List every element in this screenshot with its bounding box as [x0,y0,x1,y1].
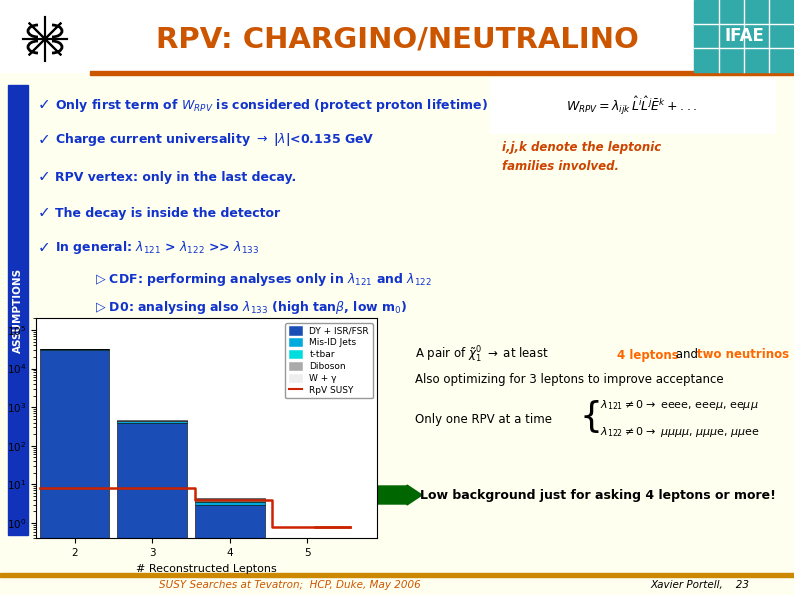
Bar [195,500,264,502]
Bar [118,421,187,422]
Bar [90,71,794,75]
Y-axis label: Events: Events [0,409,1,447]
Bar [0,0,794,72]
Text: i,j,k denote the leptonic
families involved.: i,j,k denote the leptonic families invol… [502,141,661,173]
Bar [118,422,187,595]
Text: ✓: ✓ [38,205,51,221]
Text: $\lambda_{122}\neq0 \to$ $\mu\mu\mu\mu$, $\mu\mu\mu$e, $\mu\mu$ee: $\lambda_{122}\neq0 \to$ $\mu\mu\mu\mu$,… [600,425,760,439]
Bar [195,498,264,499]
Text: In general: $\lambda_{121}$ > $\lambda_{122}$ >> $\lambda_{133}$: In general: $\lambda_{121}$ > $\lambda_{… [55,240,259,256]
FancyArrow shape [352,485,422,505]
Bar [195,505,264,595]
Bar [195,499,264,500]
Text: {: { [580,400,603,434]
Text: ✓: ✓ [38,240,51,255]
Bar [694,0,794,72]
Text: ✓: ✓ [38,98,51,112]
Bar [8,85,28,535]
Bar [490,78,775,133]
Text: ✓: ✓ [38,133,51,148]
Bar [40,349,110,350]
Text: ASSUMPTIONS: ASSUMPTIONS [13,267,23,353]
Text: $\lambda_{121}\neq0 \to$ eeee, eee$\mu$, ee$\mu\mu$: $\lambda_{121}\neq0 \to$ eeee, eee$\mu$,… [600,398,758,412]
Text: Low background just for asking 4 leptons or more!: Low background just for asking 4 leptons… [420,488,776,502]
Text: $W_{RPV} = \lambda_{ijk}\, \hat{L}^i \hat{L}^j \bar{E}^k + ...$: $W_{RPV} = \lambda_{ijk}\, \hat{L}^i \ha… [566,95,698,117]
Text: Only one RPV at a time: Only one RPV at a time [415,414,552,427]
Text: two neutrinos: two neutrinos [697,349,789,362]
Text: IFAE: IFAE [724,27,764,45]
Text: $\rhd$ CDF: performing analyses only in $\lambda_{121}$ and $\lambda_{122}$: $\rhd$ CDF: performing analyses only in … [95,271,432,289]
Bar [195,502,264,505]
Text: and: and [672,349,702,362]
Text: RPV: CHARGINO/NEUTRALINO: RPV: CHARGINO/NEUTRALINO [156,25,638,53]
Bar [40,350,110,595]
Text: SUSY Searches at Tevatron;  HCP, Duke, May 2006: SUSY Searches at Tevatron; HCP, Duke, Ma… [159,580,421,590]
Text: $\rhd$ D0: analysing also $\lambda_{133}$ (high tan$\beta$, low m$_0$): $\rhd$ D0: analysing also $\lambda_{133}… [95,299,407,315]
Text: Only first term of $W_{RPV}$ is considered (protect proton lifetime): Only first term of $W_{RPV}$ is consider… [55,96,488,114]
Text: Charge current universality $\rightarrow$ |$\lambda$|<0.135 GeV: Charge current universality $\rightarrow… [55,131,375,149]
Text: Also optimizing for 3 leptons to improve acceptance: Also optimizing for 3 leptons to improve… [415,374,723,387]
Text: The decay is inside the detector: The decay is inside the detector [55,206,280,220]
Text: ✓: ✓ [38,170,51,184]
X-axis label: # Reconstructed Leptons: # Reconstructed Leptons [136,563,277,574]
Text: RPV vertex: only in the last decay.: RPV vertex: only in the last decay. [55,171,296,183]
Text: A pair of $\tilde{\chi}_1^0$ $\to$ at least: A pair of $\tilde{\chi}_1^0$ $\to$ at le… [415,345,549,365]
Legend: DY + ISR/FSR, Mis-ID Jets, t-tbar, Diboson, W + γ, RpV SUSY: DY + ISR/FSR, Mis-ID Jets, t-tbar, Dibos… [285,323,372,399]
Text: 4 leptons: 4 leptons [617,349,679,362]
Bar [0,573,794,577]
Text: Xavier Portell,    23: Xavier Portell, 23 [650,580,750,590]
